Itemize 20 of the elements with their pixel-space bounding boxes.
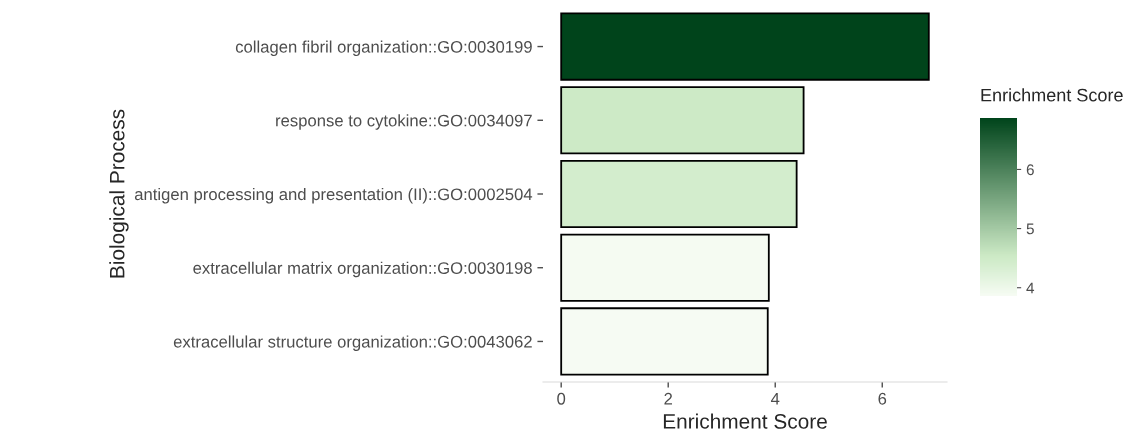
color-bar-label: 4 — [1026, 282, 1035, 294]
color-bar-label: 5 — [1026, 223, 1034, 235]
x-axis-title: Enrichment Score — [663, 413, 827, 429]
bar — [560, 12, 930, 81]
x-tick-label: 0 — [557, 392, 566, 405]
y-tick-label: extracellular matrix organization::GO:0030198 — [193, 261, 532, 278]
x-tick-label: 6 — [878, 392, 887, 405]
bar — [560, 307, 769, 376]
x-tick-label: 2 — [664, 392, 673, 405]
y-axis-title: Biological Process — [109, 109, 129, 278]
bar — [560, 86, 805, 155]
y-tick-label: extracellular structure organization::GO:0043062 — [173, 335, 532, 351]
y-tick-label: collagen fibril organization::GO:0030199 — [235, 40, 532, 57]
bar — [560, 233, 770, 302]
x-tick-label: 4 — [770, 393, 780, 405]
color-bar-title: Enrichment Score — [981, 88, 1123, 102]
color-bar-label: 6 — [1026, 164, 1034, 176]
y-tick-label: response to cytokine::GO:0034097 — [276, 114, 532, 130]
y-tick-label: antigen processing and presentation (II)::GO:0002504 — [134, 187, 533, 204]
bar — [560, 159, 798, 229]
